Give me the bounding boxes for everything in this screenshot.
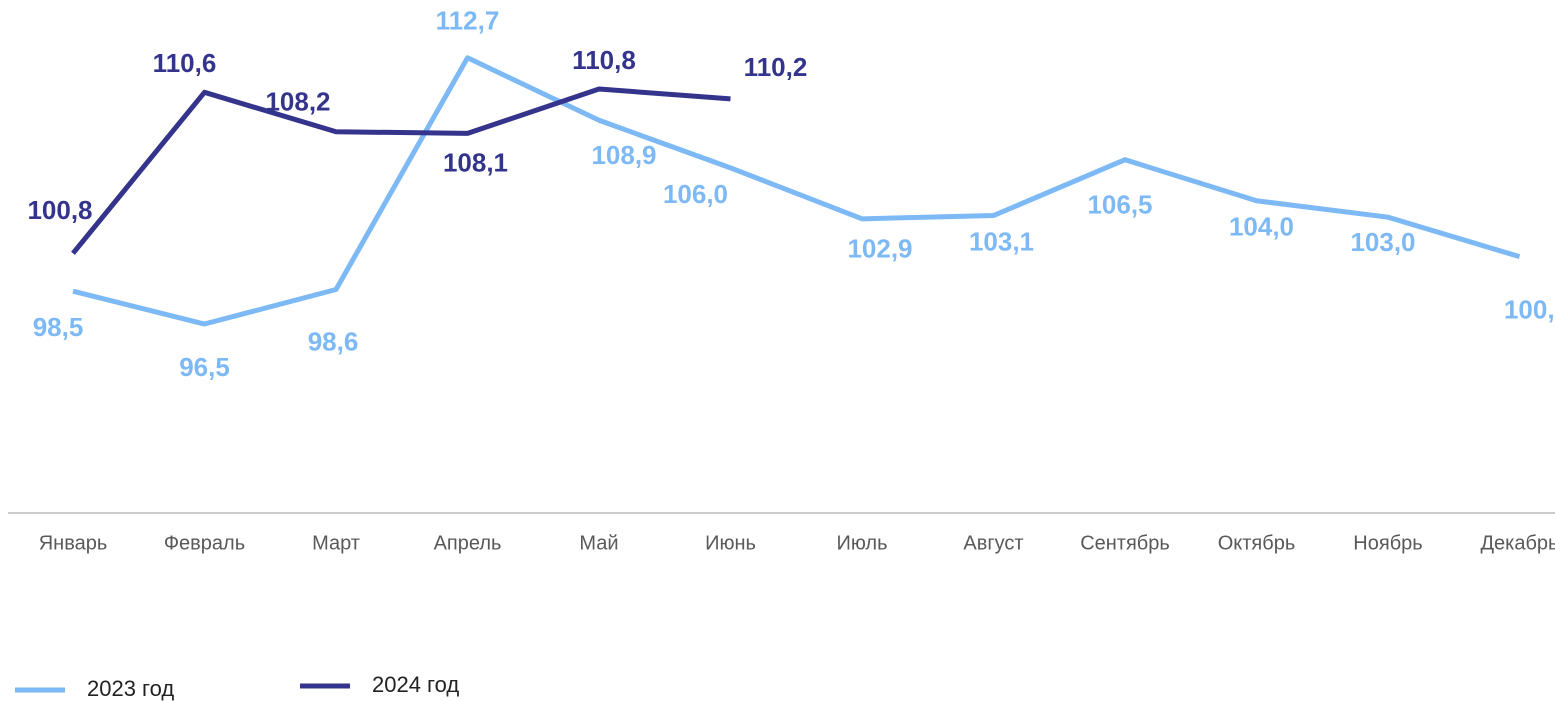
x-tick-label: Ноябрь <box>1353 532 1422 554</box>
x-tick-label: Октябрь <box>1218 532 1296 554</box>
x-tick-label: Июль <box>836 532 887 554</box>
x-tick-label: Март <box>312 532 360 554</box>
data-label: 108,1 <box>443 147 508 177</box>
data-label: 110,6 <box>153 48 217 78</box>
data-label: 103,0 <box>1350 227 1415 257</box>
data-label: 110,8 <box>572 45 636 75</box>
legend-label: 2024 год <box>372 672 459 697</box>
data-label: 108,9 <box>591 140 656 170</box>
data-label: 98,6 <box>308 326 359 356</box>
data-label: 108,2 <box>265 87 330 117</box>
x-tick-label: Февраль <box>164 532 245 554</box>
data-label: 103,1 <box>969 226 1034 256</box>
data-label: 96,5 <box>179 352 230 382</box>
x-tick-label: Май <box>579 532 618 554</box>
x-tick-label: Июнь <box>705 532 756 554</box>
series-line <box>71 86 731 255</box>
x-tick-label: Апрель <box>434 532 502 554</box>
x-tick-label: Сентябрь <box>1080 532 1170 554</box>
series-line <box>72 55 1521 327</box>
legend-label: 2023 год <box>87 676 174 701</box>
data-label: 112,7 <box>436 6 500 36</box>
data-label: 102,9 <box>847 234 912 264</box>
data-label: 106,5 <box>1087 190 1152 220</box>
data-label: 100,8 <box>27 195 92 225</box>
data-label: 110,2 <box>744 52 808 82</box>
x-tick-label: Август <box>963 532 1023 554</box>
data-label: 106,0 <box>663 179 728 209</box>
x-tick-label: Декабрь <box>1481 532 1555 554</box>
x-tick-label: Январь <box>39 532 108 554</box>
data-label: 104,0 <box>1229 212 1294 242</box>
data-label: 100,6 <box>1504 295 1555 325</box>
data-label: 98,5 <box>33 312 84 342</box>
